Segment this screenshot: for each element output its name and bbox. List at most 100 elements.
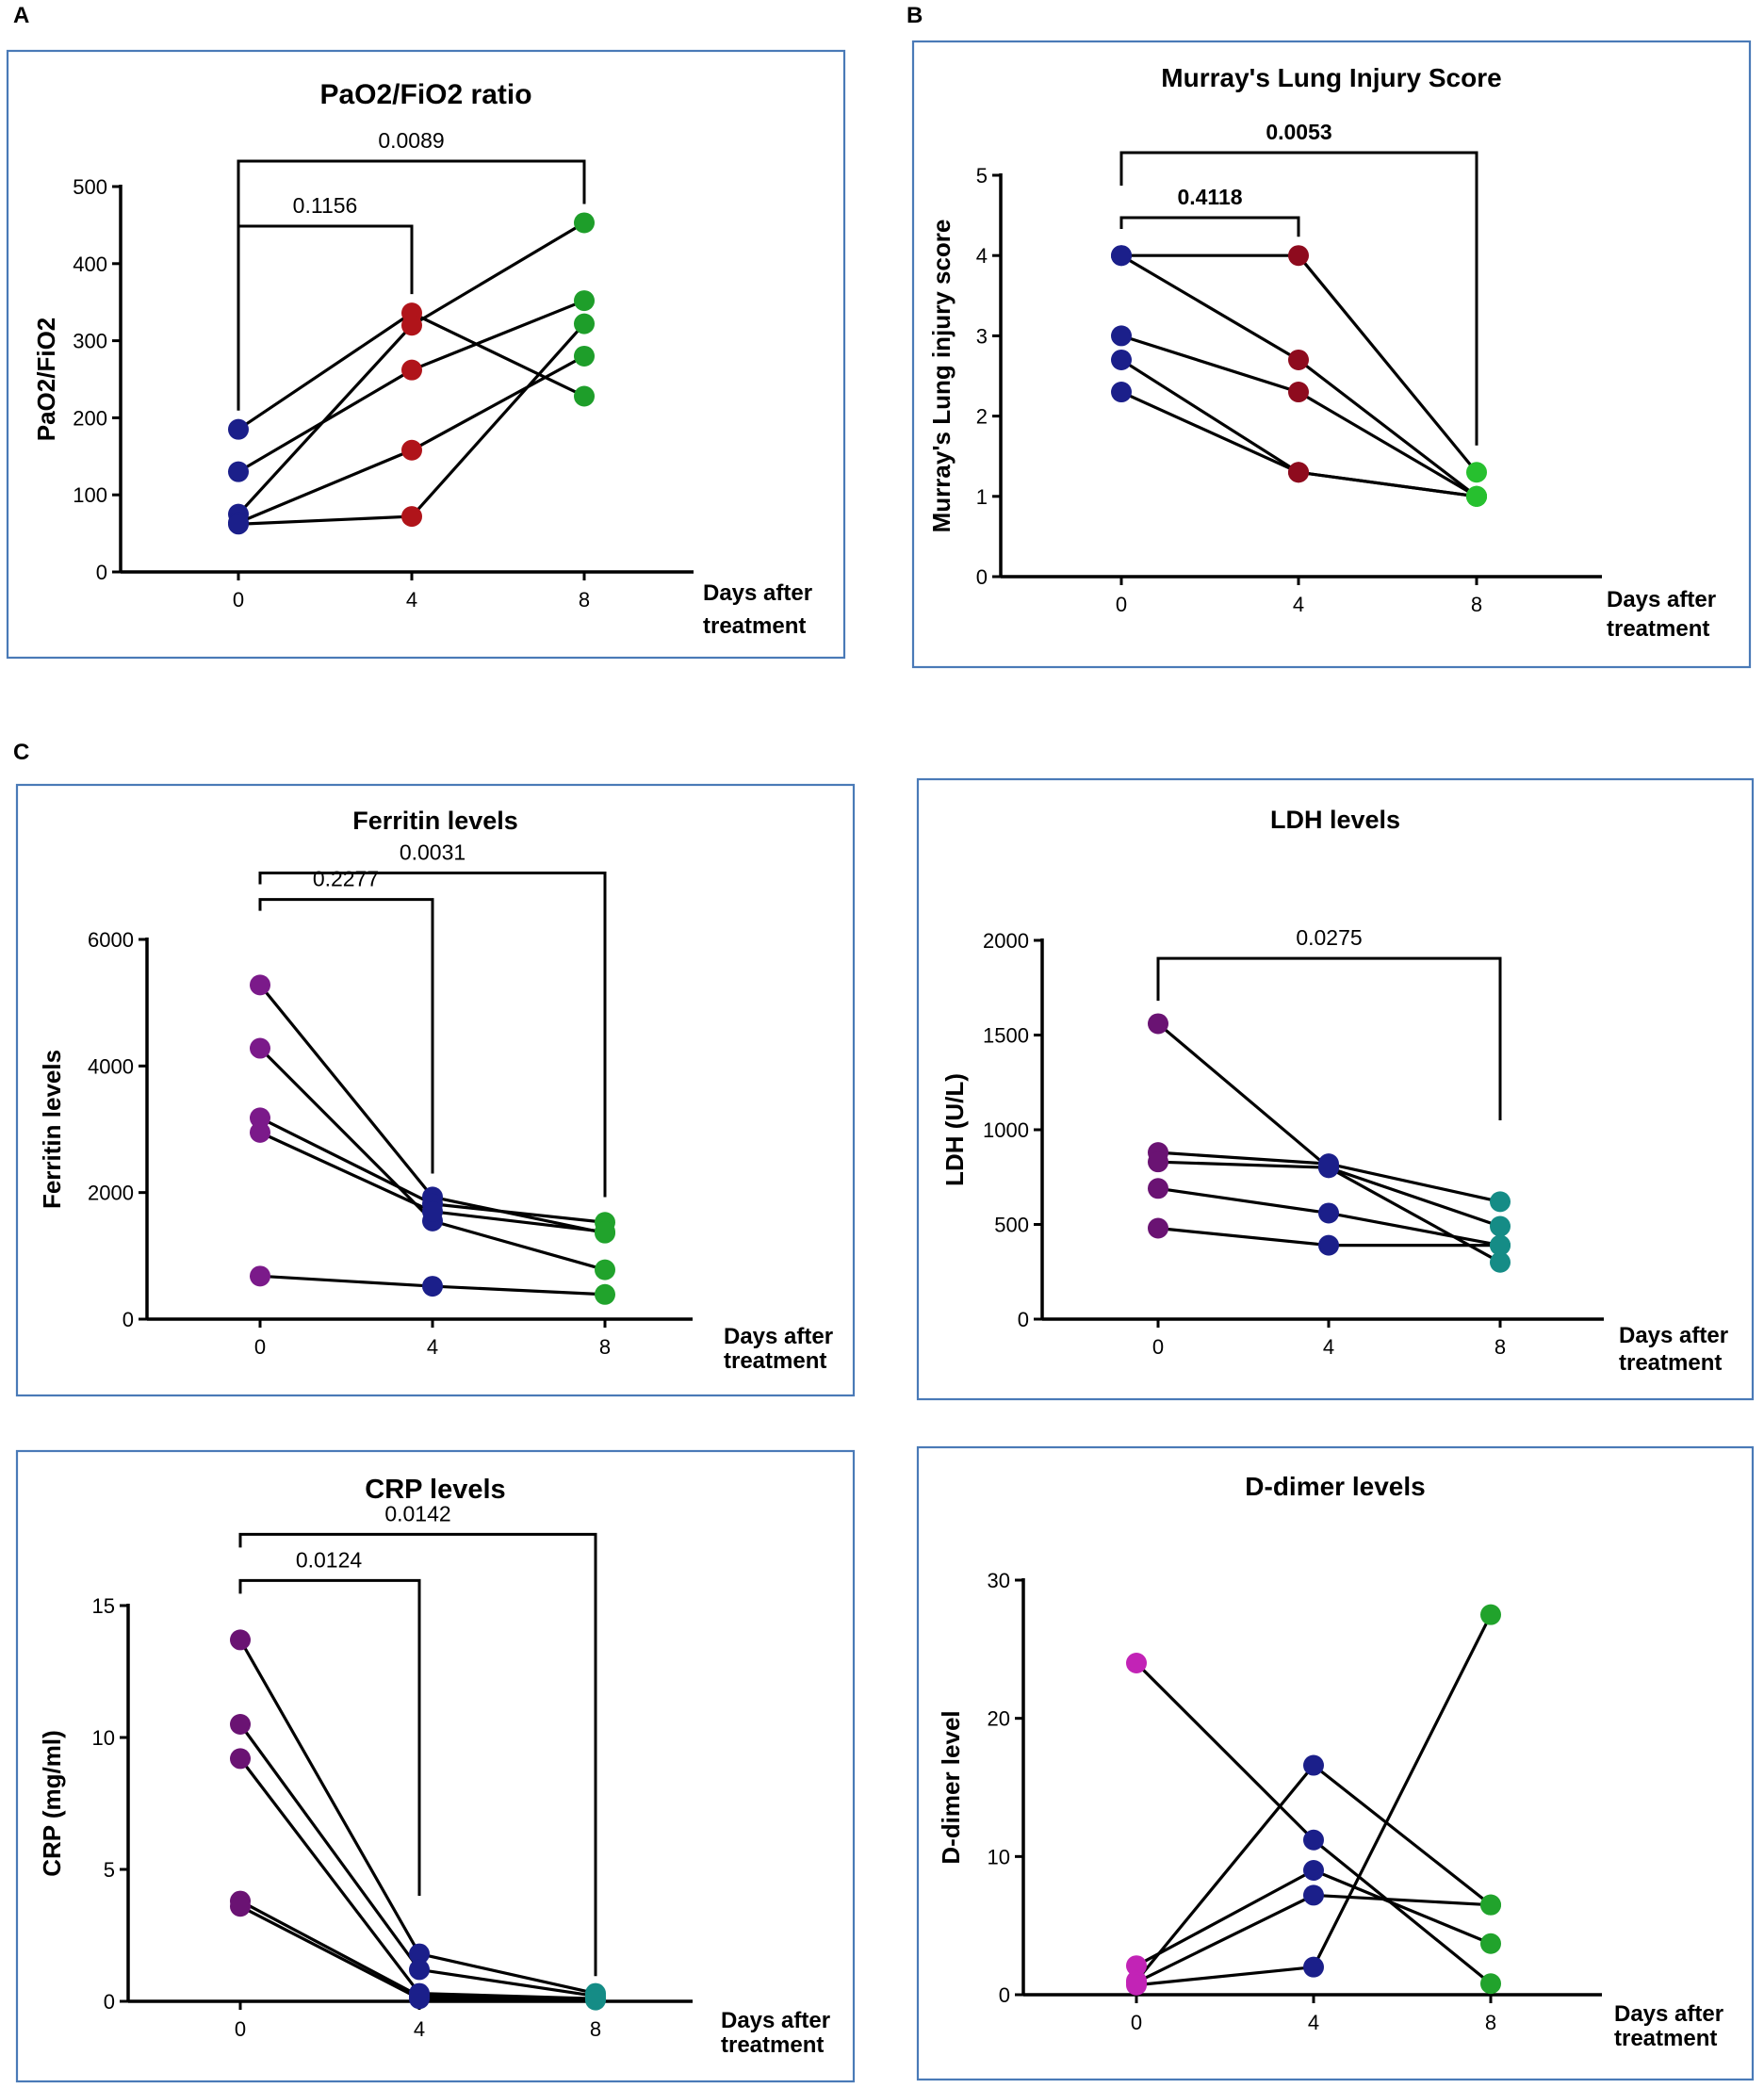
data-point xyxy=(1318,1157,1339,1179)
data-point xyxy=(574,345,595,367)
data-point xyxy=(1303,1884,1324,1906)
y-tick-label: 1000 xyxy=(983,1118,1029,1142)
y-axis-label: PaO2/FiO2 xyxy=(32,318,60,442)
x-tick-label: 4 xyxy=(1293,593,1304,616)
x-tick-label: 0 xyxy=(1152,1335,1164,1359)
x-axis-label-line1: Days after xyxy=(1607,587,1716,612)
significance-bracket xyxy=(1119,151,1478,446)
y-axis-label: CRP (mg/ml) xyxy=(38,1730,66,1877)
data-point xyxy=(1288,349,1309,370)
y-tick-label: 2 xyxy=(976,405,988,429)
significance-bracket xyxy=(238,1578,421,1896)
x-tick-label: 4 xyxy=(406,588,417,612)
y-tick-label: 20 xyxy=(988,1707,1010,1731)
chart-4: CRP levels 0 5 10 15 0 4 8 CRP (mg/ml) Days after… xyxy=(15,1449,856,2083)
data-point xyxy=(595,1283,615,1305)
data-point xyxy=(1303,1956,1324,1978)
data-point xyxy=(409,1943,430,1965)
p-value-label: 0.0124 xyxy=(296,1547,363,1572)
data-point xyxy=(1466,462,1487,483)
p-value-label: 0.4118 xyxy=(1177,185,1242,209)
data-point xyxy=(422,1276,443,1297)
significance-bracket xyxy=(237,159,586,411)
y-tick-label: 2000 xyxy=(88,1182,134,1205)
data-point xyxy=(401,359,422,381)
x-axis-label-line1: Days after xyxy=(1614,2001,1723,2027)
significance-bracket xyxy=(258,898,434,1174)
y-tick-label: 0 xyxy=(999,1983,1010,2007)
x-axis-label-line2: treatment xyxy=(721,2032,824,2058)
data-point xyxy=(1490,1234,1511,1256)
data-point xyxy=(228,461,249,482)
y-tick-label: 0 xyxy=(976,565,988,589)
data-point xyxy=(585,1989,606,2011)
chart-frame xyxy=(15,783,856,1397)
significance-bracket xyxy=(258,871,607,1198)
chart-title: Murray's Lung Injury Score xyxy=(1161,63,1501,92)
y-tick-label: 300 xyxy=(73,330,107,353)
data-point xyxy=(595,1259,615,1281)
panel-letter-a: A xyxy=(13,3,29,28)
data-point xyxy=(250,1265,270,1287)
x-tick-label: 0 xyxy=(1131,2011,1142,2034)
x-tick-label: 0 xyxy=(1116,593,1127,616)
series-line xyxy=(1156,1022,1501,1264)
series-line xyxy=(1135,1613,1493,1987)
y-tick-label: 1 xyxy=(976,485,988,509)
data-point xyxy=(1288,382,1309,403)
data-point xyxy=(230,1629,251,1651)
p-value-label: 0.0142 xyxy=(384,1501,450,1525)
data-point xyxy=(1480,1933,1501,1954)
x-tick-label: 0 xyxy=(235,2017,246,2041)
x-tick-label: 8 xyxy=(599,1335,611,1359)
data-point xyxy=(422,1200,443,1222)
y-tick-label: 500 xyxy=(994,1214,1029,1237)
y-axis-label: D-dimer level xyxy=(937,1710,965,1864)
data-point xyxy=(1318,1202,1339,1224)
data-point xyxy=(574,290,595,312)
x-axis-label-line2: treatment xyxy=(1619,1350,1722,1376)
data-point xyxy=(1111,382,1132,403)
y-axis-label: Ferritin levels xyxy=(38,1050,66,1209)
data-point xyxy=(1288,245,1309,267)
x-tick-label: 4 xyxy=(1308,2011,1319,2034)
data-point xyxy=(230,1748,251,1770)
data-point xyxy=(250,1121,270,1143)
chart-frame xyxy=(916,777,1755,1401)
data-point xyxy=(574,313,595,334)
data-point xyxy=(1126,1653,1147,1673)
y-tick-label: 5 xyxy=(104,1858,115,1882)
data-point xyxy=(1480,1894,1501,1916)
chart-frame xyxy=(911,40,1752,669)
data-point xyxy=(1126,1974,1147,1996)
p-value-label: 0.0275 xyxy=(1296,925,1362,950)
data-point xyxy=(1148,1013,1168,1035)
panel-letter-b: B xyxy=(906,3,923,28)
data-point xyxy=(595,1221,615,1243)
x-tick-label: 8 xyxy=(1471,593,1482,616)
data-point xyxy=(574,385,595,407)
chart-title: D-dimer levels xyxy=(1245,1472,1425,1501)
y-tick-label: 0 xyxy=(1018,1308,1029,1331)
data-point xyxy=(228,514,249,535)
x-tick-label: 0 xyxy=(233,588,244,612)
series-line xyxy=(237,322,586,526)
significance-bracket xyxy=(238,1532,597,1977)
x-axis-label-line1: Days after xyxy=(724,1324,833,1349)
data-point xyxy=(401,506,422,528)
chart-0: PaO2/FiO2 ratio 0 100 200 300 400 500 0 4 8 PaO2/F… xyxy=(6,49,846,660)
y-tick-label: 400 xyxy=(73,253,107,276)
y-tick-label: 100 xyxy=(73,483,107,507)
x-axis-label-line1: Days after xyxy=(1619,1323,1728,1348)
data-point xyxy=(1148,1178,1168,1199)
data-point xyxy=(1490,1215,1511,1237)
x-tick-label: 8 xyxy=(579,588,590,612)
data-point xyxy=(1466,485,1487,507)
data-point xyxy=(1288,462,1309,483)
chart-2: Ferritin levels 0 2000 4000 6000 0 4 8 Ferritin … xyxy=(15,783,856,1397)
data-point xyxy=(1111,325,1132,347)
data-point xyxy=(230,1896,251,1917)
x-tick-label: 4 xyxy=(427,1335,438,1359)
data-point xyxy=(1480,1604,1501,1625)
